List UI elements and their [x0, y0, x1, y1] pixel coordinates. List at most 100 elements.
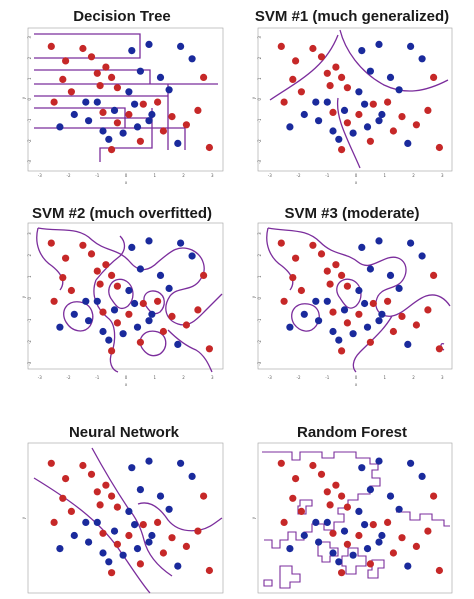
decision-tree-blue-point-12 — [148, 110, 156, 119]
decision-tree-red-point-22 — [200, 73, 208, 81]
decision-tree-blue-point-17 — [165, 86, 173, 94]
random-forest-blue-point-5 — [386, 492, 395, 500]
svm-3-blue-point-0 — [358, 243, 366, 251]
svm-1-red-point-4 — [323, 69, 331, 77]
decision-tree-red-point-7 — [108, 73, 116, 81]
svm-1-blue-point-18 — [286, 123, 294, 131]
svm-1-blue-point-19 — [335, 135, 343, 143]
decision-boundary-svm-1 — [269, 29, 449, 169]
svm-2-x-tick-6: 3 — [211, 375, 214, 380]
random-forest-red-point-3 — [317, 470, 326, 478]
random-forest-red-point-14 — [355, 531, 363, 540]
svm-1-x-tick-3: 0 — [355, 173, 358, 178]
svm-1-blue-point-13 — [349, 129, 357, 137]
svm-2-x-tick-5: 2 — [182, 375, 185, 380]
random-forest-red-point-11 — [280, 518, 288, 527]
svm-3-red-point-0 — [277, 239, 285, 247]
decision-tree-red-point-20 — [136, 137, 144, 145]
svm-3-red-point-16 — [384, 297, 392, 305]
svm-2-red-point-20 — [136, 338, 144, 346]
svm-2-red-point-8 — [113, 282, 121, 290]
svm-3-blue-point-10 — [340, 306, 349, 314]
plot-frame-svm-2 — [27, 222, 224, 370]
svm-3-blue-point-9 — [323, 297, 331, 305]
svm-1-red-point-20 — [366, 137, 374, 145]
decision-tree-red-point-23 — [205, 143, 213, 152]
decision-boundary-neural-network — [33, 447, 223, 594]
neural-network-red-point-22 — [200, 492, 208, 500]
svm-2-blue-point-15 — [99, 327, 107, 336]
svm-3-red-point-10 — [297, 286, 305, 295]
svm-2-red-point-0 — [47, 239, 55, 247]
svm-3-red-point-4 — [323, 267, 331, 275]
svm-2-blue-point-5 — [156, 271, 165, 279]
svm-1-blue-point-21 — [404, 139, 412, 147]
svm-1-x-tick-4: 1 — [384, 173, 387, 178]
neural-network-blue-point-3 — [188, 472, 196, 480]
svm-1-red-point-17 — [398, 113, 406, 121]
decision-tree-red-point-11 — [50, 98, 58, 106]
svm-2-blue-point-9 — [93, 297, 101, 305]
plot-frame-svm-3 — [257, 222, 453, 370]
svm-3-red-point-22 — [430, 271, 438, 279]
neural-network-red-point-19 — [159, 549, 167, 557]
svm-2-blue-point-10 — [110, 306, 119, 314]
svm-3-blue-point-20 — [375, 317, 383, 325]
svm-3-blue-point-6 — [355, 286, 363, 295]
random-forest-red-point-17 — [398, 534, 406, 542]
random-forest-red-point-9 — [289, 494, 297, 502]
neural-network-blue-point-13 — [119, 551, 127, 559]
panel-title-svm-3: SVM #3 (moderate) — [284, 205, 419, 222]
neural-network-red-point-15 — [139, 521, 147, 529]
random-forest-blue-point-4 — [366, 486, 374, 494]
svm-2-blue-point-4 — [136, 265, 144, 273]
svm-2-red-point-5 — [96, 280, 104, 288]
svm-1-y-tick-3: 0 — [257, 98, 262, 101]
neural-network-blue-point-16 — [85, 538, 93, 546]
neural-network-red-point-13 — [113, 540, 121, 548]
decision-tree-red-point-16 — [154, 98, 162, 106]
random-forest-red-point-4 — [323, 488, 331, 496]
svm-1-blue-point-10 — [340, 106, 349, 114]
svm-3-x-tick-4: 1 — [384, 375, 387, 380]
svm-2-blue-point-16 — [85, 317, 93, 325]
svm-2-red-point-15 — [139, 299, 147, 308]
svm-3-red-point-14 — [355, 310, 363, 318]
svm-2-x-tick-1: -2 — [67, 375, 71, 380]
neural-network-red-point-12 — [99, 529, 107, 537]
svm-1-red-point-23 — [435, 143, 443, 152]
random-forest-red-point-24 — [424, 527, 432, 535]
svm-3-blue-point-18 — [286, 323, 294, 331]
neural-network-blue-point-15 — [99, 549, 107, 557]
svm-1-y-tick-5: 2 — [257, 56, 262, 59]
decision-tree-blue-point-7 — [82, 98, 90, 106]
svm-3-blue-point-21 — [404, 340, 412, 348]
neural-network-red-point-9 — [59, 494, 67, 502]
svm-3-red-point-1 — [292, 254, 300, 262]
svm-1-blue-point-1 — [375, 40, 383, 49]
svm-2-red-point-19 — [159, 327, 167, 336]
svm-1-red-point-21 — [338, 146, 346, 154]
decision-tree-blue-point-20 — [145, 117, 153, 125]
svm-1-blue-point-5 — [386, 73, 395, 81]
panel-decision-tree: Decision Tree -3 -2 -1 0 1 2 3 -3 -2 -1 0 1 2 3 x y — [21, 8, 224, 185]
svm-1-red-point-16 — [384, 98, 392, 106]
svm-2-red-point-10 — [67, 286, 75, 295]
svm-3-y-tick-0: -3 — [257, 361, 262, 365]
svm-3-red-point-18 — [412, 321, 420, 329]
svm-1-blue-point-3 — [418, 55, 426, 63]
random-forest-blue-point-17 — [395, 505, 403, 513]
neural-network-red-point-24 — [194, 527, 202, 535]
decision-boundary-svm-3 — [266, 227, 451, 373]
random-forest-red-point-23 — [435, 566, 443, 575]
decision-tree-blue-point-13 — [119, 129, 127, 137]
decision-tree-blue-point-21 — [174, 139, 182, 147]
neural-network-red-point-1 — [62, 475, 70, 483]
neural-network-blue-point-11 — [131, 521, 139, 529]
plot-frame-neural-network — [27, 442, 224, 594]
svm-2-y-tick-3: 0 — [27, 297, 32, 300]
svm-1-red-point-2 — [309, 44, 317, 53]
neural-network-red-point-7 — [108, 492, 116, 500]
plot-frame-decision-tree — [27, 27, 224, 172]
